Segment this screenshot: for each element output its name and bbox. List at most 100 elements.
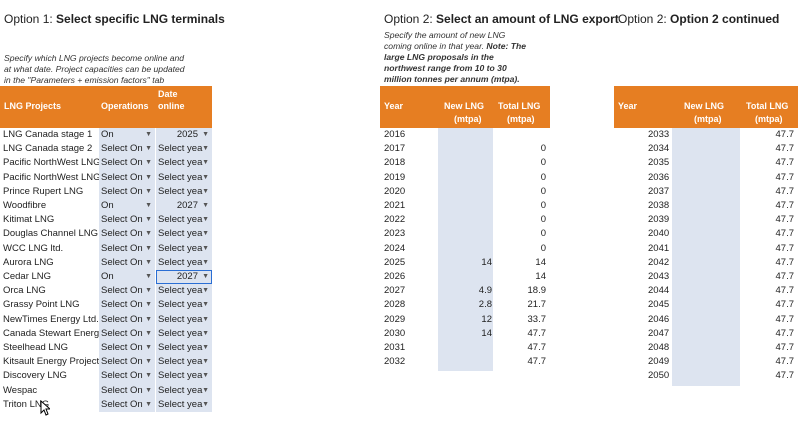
new-lng-input[interactable] [438,142,492,156]
project-row: Woodfibre On ▼ 2027 ▼ [0,199,212,214]
operations-dropdown[interactable]: On ▼ [99,199,155,214]
operations-dropdown[interactable]: Select On ▼ [99,383,155,398]
new-lng-input[interactable] [672,369,740,383]
new-lng-input[interactable] [672,284,740,298]
date-online-dropdown[interactable]: 2027 ▼ [156,199,212,214]
project-name: Kitsault Energy Project [3,356,99,368]
new-lng-input[interactable] [438,185,492,199]
operations-dropdown[interactable]: Select On ▼ [99,298,155,313]
date-online-dropdown[interactable]: Select yea ▼ [156,312,212,327]
year-cell: 2017 [384,143,406,155]
date-online-dropdown[interactable]: Select yea ▼ [156,369,212,384]
date-online-dropdown[interactable]: Select yea ▼ [156,355,212,370]
new-lng-input[interactable] [438,270,492,284]
option2-title: Option 2: Select an amount of LNG export [384,12,619,26]
new-lng-input[interactable]: 2.8 [478,299,492,311]
new-lng-input[interactable] [438,341,492,355]
project-row: Wespac Select On ▼ Select yea ▼ [0,383,212,398]
operations-dropdown[interactable]: Select On ▼ [99,142,155,157]
year-cell: 2040 [648,228,670,240]
new-lng-input[interactable]: 14 [481,327,492,339]
date-online-dropdown[interactable]: Select yea ▼ [156,383,212,398]
new-lng-input[interactable] [672,142,740,156]
new-lng-input[interactable] [672,327,740,341]
operations-dropdown[interactable]: Select On ▼ [99,397,155,412]
date-online-dropdown[interactable]: Select yea ▼ [156,213,212,228]
new-lng-input[interactable] [672,128,740,142]
new-lng-input[interactable] [438,227,492,241]
new-lng-input[interactable] [438,156,492,170]
operations-dropdown[interactable]: Select On ▼ [99,341,155,356]
date-online-dropdown[interactable]: Select yea ▼ [156,184,212,199]
new-lng-input[interactable] [672,213,740,227]
operations-dropdown[interactable]: Select On ▼ [99,213,155,228]
operations-dropdown[interactable]: Select On ▼ [99,255,155,270]
new-lng-input[interactable] [438,128,492,142]
operations-dropdown[interactable]: Select On ▼ [99,355,155,370]
new-lng-input[interactable] [672,171,740,185]
date-online-dropdown[interactable]: Select yea ▼ [156,241,212,256]
date-online-dropdown[interactable]: Select yea ▼ [156,298,212,313]
date-online-dropdown[interactable]: Select yea ▼ [156,284,212,299]
operations-dropdown[interactable]: On ▼ [99,128,155,143]
new-lng-input[interactable] [438,355,492,369]
caret-down-icon: ▼ [202,372,209,380]
year-row: 2029 12 33.7 [380,313,550,327]
caret-down-icon: ▼ [145,230,152,238]
operations-dropdown[interactable]: Select On ▼ [99,156,155,171]
caret-down-icon: ▼ [202,145,209,153]
operations-dropdown[interactable]: Select On ▼ [99,184,155,199]
operations-dropdown[interactable]: Select On ▼ [99,284,155,299]
new-lng-input[interactable] [672,185,740,199]
new-lng-input[interactable] [672,298,740,312]
new-lng-input[interactable] [438,199,492,213]
date-online-dropdown[interactable]: Select yea ▼ [156,156,212,171]
date-online-dropdown[interactable]: Select yea ▼ [156,341,212,356]
year-row: 2031 47.7 [380,341,550,355]
date-online-dropdown[interactable]: Select yea ▼ [156,170,212,185]
new-lng-input[interactable]: 4.9 [478,285,492,297]
new-lng-input[interactable] [438,242,492,256]
year-cell: 2025 [384,256,406,268]
year-cell: 2047 [648,327,670,339]
date-online-dropdown[interactable]: 2027 ▼ [156,270,212,285]
operations-dropdown[interactable]: Select On ▼ [99,170,155,185]
option1-title: Option 1: Select specific LNG terminals [4,12,225,26]
operations-dropdown[interactable]: Select On ▼ [99,326,155,341]
year-cell: 2032 [384,356,406,368]
new-lng-input[interactable]: 14 [481,256,492,268]
caret-down-icon: ▼ [145,301,152,309]
date-online-dropdown[interactable]: Select yea ▼ [156,255,212,270]
date-online-dropdown[interactable]: Select yea ▼ [156,397,212,412]
col-header-year-2: Year [618,101,638,111]
project-row: Grassy Point LNG Select On ▼ Select yea ▼ [0,298,212,313]
operations-dropdown[interactable]: On ▼ [99,270,155,285]
operations-dropdown[interactable]: Select On ▼ [99,312,155,327]
new-lng-input[interactable] [438,171,492,185]
new-lng-input[interactable] [672,355,740,369]
operations-dropdown[interactable]: Select On ▼ [99,241,155,256]
date-online-dropdown[interactable]: Select yea ▼ [156,142,212,157]
new-lng-input[interactable] [672,270,740,284]
new-lng-input[interactable] [672,156,740,170]
date-online-dropdown[interactable]: Select yea ▼ [156,326,212,341]
new-lng-input[interactable]: 12 [481,313,492,325]
new-lng-input[interactable] [672,341,740,355]
date-online-dropdown[interactable]: 2025 ▼ [156,128,212,143]
new-lng-input[interactable] [672,256,740,270]
col-header-online: online [158,101,185,111]
operations-dropdown[interactable]: Select On ▼ [99,227,155,242]
new-lng-input[interactable] [672,313,740,327]
new-lng-input-column[interactable] [438,128,493,371]
col-header-total-lng: Total LNG [498,101,541,111]
new-lng-input[interactable] [672,242,740,256]
date-online-dropdown[interactable]: Select yea ▼ [156,227,212,242]
year-row: 2026 14 [380,270,550,284]
new-lng-input-column-2[interactable] [672,128,740,386]
new-lng-input[interactable] [672,227,740,241]
new-lng-input[interactable] [438,213,492,227]
total-lng-cell: 47.7 [775,256,795,268]
year-cell: 2022 [384,214,406,226]
operations-dropdown[interactable]: Select On ▼ [99,369,155,384]
new-lng-input[interactable] [672,199,740,213]
